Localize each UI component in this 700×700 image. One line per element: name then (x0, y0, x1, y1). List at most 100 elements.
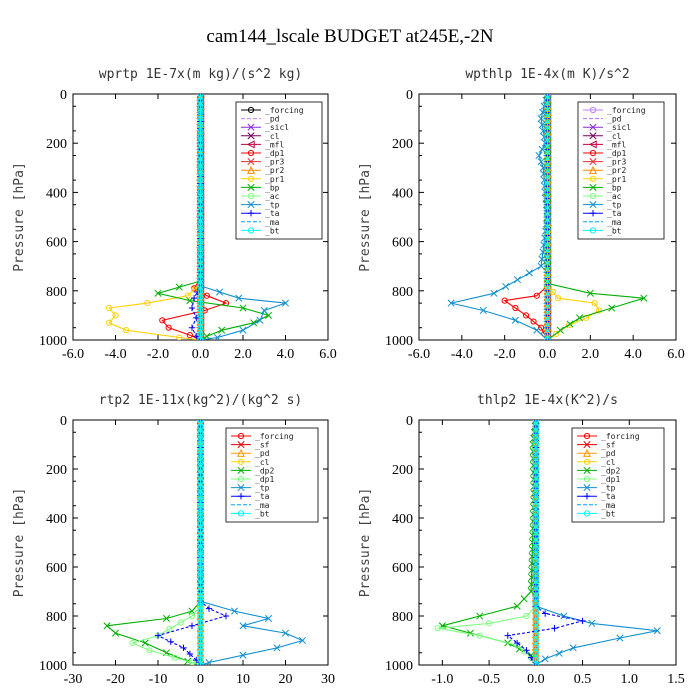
data-point_ta (222, 612, 230, 620)
legend-label: _ac (607, 192, 622, 201)
data-point_bt (197, 152, 204, 159)
data-point_bt (197, 459, 204, 466)
legend-label: _pr3 (607, 158, 626, 167)
panel-title: thlp2 1E-4x(K^2)/s (477, 393, 618, 408)
data-point_bt (544, 232, 551, 239)
data-point_tp (537, 262, 545, 270)
data-point_bt (197, 115, 204, 122)
data-point_bt (532, 563, 539, 571)
data-point_bt (197, 514, 204, 522)
data-point_ta (188, 622, 196, 629)
legend-marker (589, 106, 597, 114)
legend-marker (236, 448, 246, 457)
data-point_dp1 (159, 317, 166, 324)
data-point_tp (230, 607, 239, 615)
data-point_ta (504, 632, 511, 639)
legend-label: _bt (601, 509, 616, 518)
data-point_bt (197, 256, 204, 264)
data-point_bt (197, 170, 204, 178)
legend-marker (237, 458, 245, 465)
data-point_bt (544, 164, 551, 171)
data-point_bt (532, 423, 539, 430)
data-point_dp2 (520, 595, 528, 603)
legend-marker (247, 123, 255, 131)
legend-marker (589, 158, 597, 166)
data-point_bt (197, 238, 204, 245)
y-tick-label: 200 (392, 137, 413, 152)
series-line_tp (450, 94, 549, 340)
legend-marker (583, 466, 591, 474)
legend-marker (247, 175, 255, 182)
legend-label: _tp (265, 201, 280, 210)
x-tick-label: -2.0 (147, 347, 169, 362)
y-tick-label: 800 (46, 285, 67, 300)
x-tick-label: -10 (149, 672, 168, 687)
data-point_bt (544, 207, 551, 214)
data-point_bt (532, 557, 539, 564)
y-tick-label: 600 (46, 561, 67, 576)
data-point_dp2 (476, 612, 484, 620)
legend-marker (583, 458, 591, 465)
data-point_bt (197, 527, 204, 534)
data-point_bt (532, 533, 539, 540)
y-axis-label: Pressure [hPa] (12, 488, 27, 598)
y-tick-label: 800 (392, 610, 413, 625)
data-point_bt (544, 189, 551, 196)
x-tick-label: -0.5 (478, 672, 500, 687)
data-point_tp (541, 234, 549, 242)
legend-label: _bp (607, 183, 622, 192)
data-point_dp1 (512, 304, 519, 312)
y-axis-label: Pressure [hPa] (358, 488, 373, 598)
panel-title: wprtp 1E-7x(m kg)/(s^2 kg) (99, 67, 303, 82)
data-point_dp2 (162, 614, 171, 623)
legend-label: _ma (265, 218, 280, 227)
legend-marker (583, 484, 591, 492)
data-point_bt (544, 94, 551, 98)
data-point_bt (197, 570, 204, 577)
data-point_tp (205, 658, 213, 665)
legend-marker (588, 165, 598, 174)
x-tick-label: 4.0 (277, 347, 295, 362)
data-point_tp (525, 269, 533, 277)
legend-label: _pd (265, 115, 280, 124)
data-point_bt (544, 293, 551, 301)
data-point_bt (544, 263, 551, 270)
legend-label: _forcing (607, 106, 646, 115)
data-point_bt (197, 244, 204, 251)
data-point_bp (566, 320, 574, 328)
data-point_bt (197, 133, 204, 141)
data-point_tp (490, 289, 498, 297)
x-tick-label: 2.0 (234, 347, 252, 362)
data-point_tp (447, 299, 455, 307)
data-point_bt (197, 429, 204, 436)
data-point_bp (175, 283, 183, 291)
data-point_bt (544, 226, 551, 233)
legend-marker (589, 149, 597, 157)
x-tick-label: -6.0 (62, 347, 84, 362)
data-point_bt (197, 146, 204, 153)
data-point_bt (197, 281, 204, 288)
data-point_bt (197, 140, 204, 147)
data-point_tp (560, 612, 568, 620)
y-tick-label: 200 (392, 463, 413, 478)
y-axis-label: Pressure [hPa] (358, 162, 373, 272)
series-line_dp2 (105, 420, 202, 665)
data-point_tp (213, 333, 222, 340)
legend-label: _pr3 (265, 158, 284, 167)
data-point_tp (543, 220, 551, 228)
data-point_bt (532, 465, 539, 473)
data-point_bt (197, 94, 204, 98)
legend-label: _sf (255, 441, 270, 450)
data-point_bp (154, 289, 162, 297)
legend-label: _forcing (255, 432, 294, 441)
data-point_bt (532, 600, 539, 607)
data-point_pr1 (123, 327, 130, 334)
data-point_bt (197, 220, 204, 227)
data-point_bt (197, 293, 204, 301)
legend-marker (237, 466, 245, 474)
legend-label: _pr1 (265, 175, 284, 184)
legend-label: _pd (255, 449, 270, 458)
data-point_bt (197, 164, 204, 171)
data-point_bt (544, 103, 551, 110)
legend-marker (247, 149, 255, 157)
